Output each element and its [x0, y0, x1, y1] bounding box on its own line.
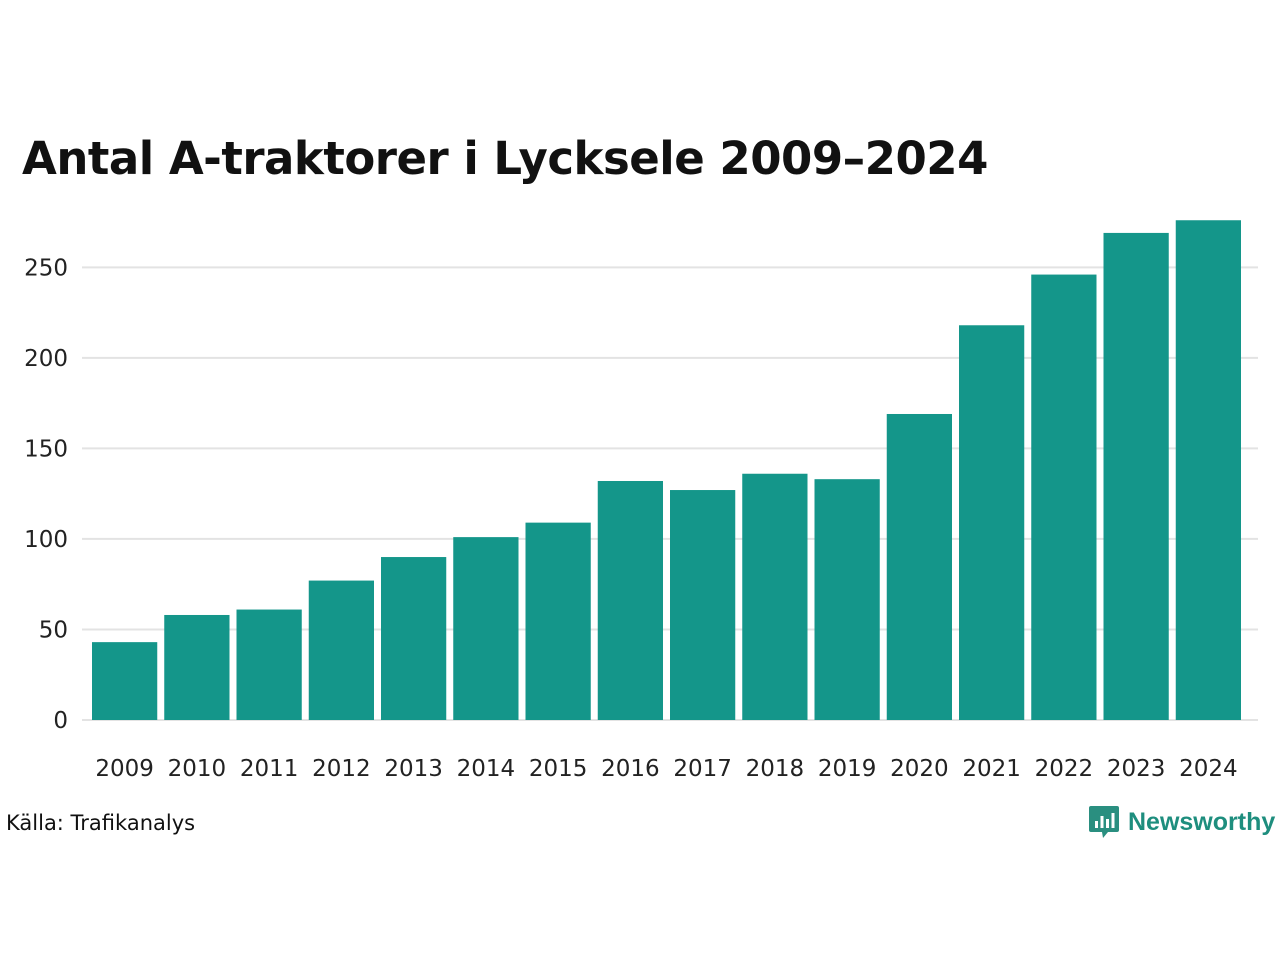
x-axis-ticks: 2009 2010 2011 2012 2013 2014 2015 2016 2017 2018… [95, 756, 1237, 782]
bar [92, 642, 158, 720]
y-tick-label: 250 [24, 255, 68, 281]
bar [236, 609, 302, 720]
source-note: Källa: Trafikanalys [6, 811, 196, 835]
x-tick-label: 2021 [962, 756, 1021, 782]
bar [1175, 220, 1241, 720]
x-tick-label: 2009 [95, 756, 154, 782]
bar [381, 557, 447, 720]
bar-chart: 0 50 100 150 200 250 2009 2010 2011 2012 2013 2014… [24, 220, 1258, 782]
bar [164, 614, 230, 720]
bar [886, 413, 952, 720]
brand-name: Newsworthy [1128, 807, 1276, 836]
bar [597, 480, 663, 720]
bars [92, 220, 1241, 721]
x-tick-label: 2019 [818, 756, 877, 782]
x-tick-label: 2013 [384, 756, 443, 782]
x-tick-label: 2022 [1035, 756, 1094, 782]
x-tick-label: 2011 [240, 756, 299, 782]
x-tick-label: 2017 [673, 756, 732, 782]
bar [308, 580, 374, 720]
x-tick-label: 2014 [457, 756, 516, 782]
bar [959, 325, 1025, 720]
bar [670, 490, 736, 720]
x-tick-label: 2023 [1107, 756, 1166, 782]
x-tick-label: 2020 [890, 756, 949, 782]
x-tick-label: 2012 [312, 756, 371, 782]
bar [453, 537, 519, 720]
brand-logo: Newsworthy [1088, 804, 1275, 840]
bar [742, 473, 808, 720]
y-tick-label: 100 [24, 527, 68, 553]
y-tick-label: 0 [53, 708, 68, 734]
x-tick-label: 2015 [529, 756, 588, 782]
x-tick-label: 2018 [746, 756, 805, 782]
x-tick-label: 2016 [601, 756, 660, 782]
x-tick-label: 2024 [1179, 756, 1238, 782]
bar [1031, 274, 1097, 720]
bar [525, 522, 591, 720]
x-tick-label: 2010 [168, 756, 227, 782]
bar [1103, 232, 1169, 721]
chart-title: Antal A-traktorer i Lycksele 2009–2024 [22, 132, 988, 185]
y-axis-ticks: 0 50 100 150 200 250 [24, 255, 68, 734]
y-tick-label: 50 [39, 617, 68, 643]
bar [814, 479, 880, 720]
chart-speech-bubble-icon [1089, 806, 1119, 838]
y-tick-label: 150 [24, 436, 68, 462]
y-tick-label: 200 [24, 346, 68, 372]
